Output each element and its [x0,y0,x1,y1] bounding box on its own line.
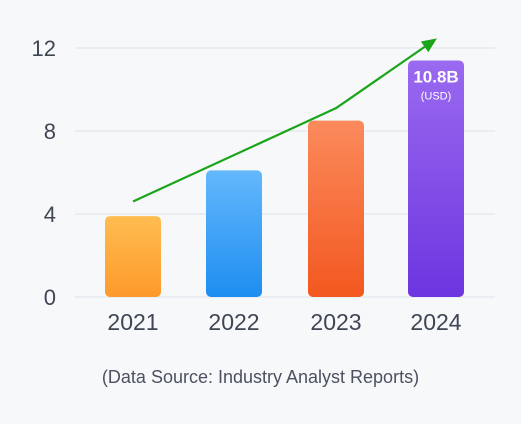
y-tick-label: 8 [44,119,56,144]
bar-value-label: 10.8B [413,67,458,86]
trend-line [132,40,433,203]
bar-unit-label: (USD) [421,90,452,102]
y-tick-label: 4 [44,202,56,227]
x-tick-label: 2023 [310,309,361,335]
data-source-caption: (Data Source: Industry Analyst Reports) [101,367,420,387]
y-tick-label: 12 [32,36,56,61]
bar [206,170,262,297]
trend-arrowhead [420,38,437,53]
bar [105,216,161,297]
y-tick-label: 0 [44,285,56,310]
x-tick-label: 2021 [107,309,158,335]
x-tick-label: 2022 [208,309,259,335]
bar [408,60,464,298]
bar [308,120,364,297]
x-tick-label: 2024 [410,309,461,335]
